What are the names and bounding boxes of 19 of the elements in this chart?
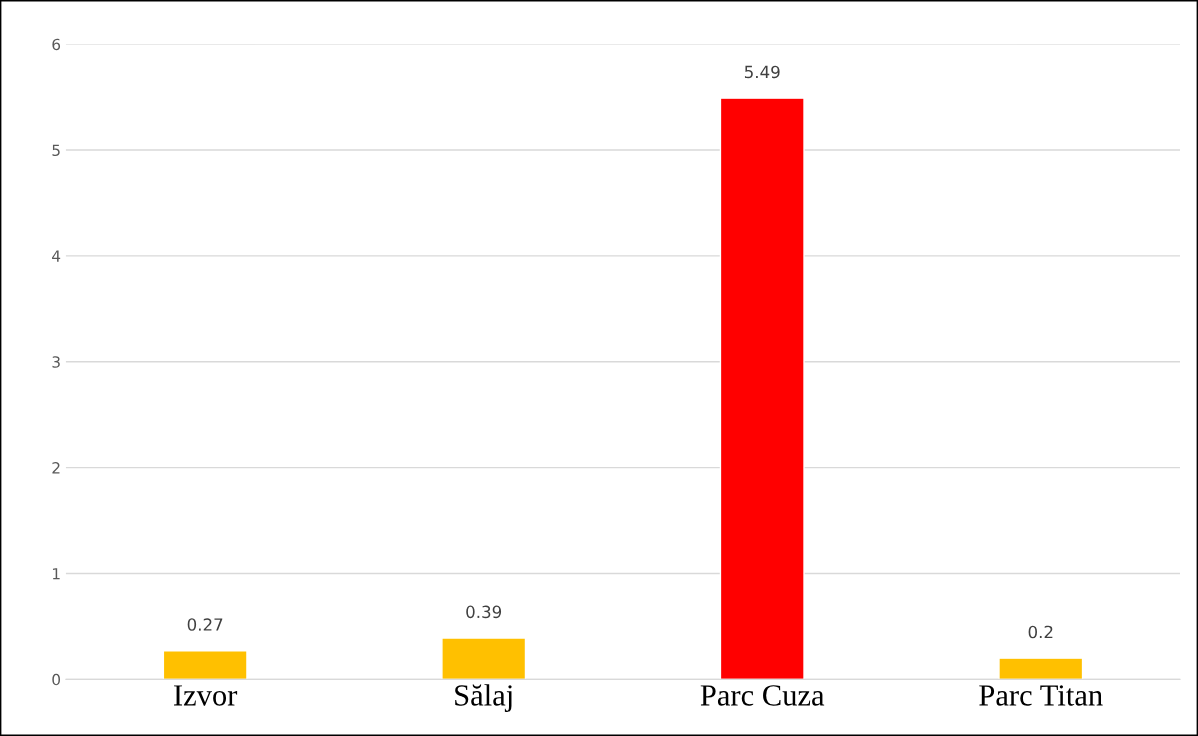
y-tick-label: 3 bbox=[52, 356, 60, 368]
bar bbox=[998, 657, 1084, 680]
y-tick-label: 4 bbox=[52, 250, 61, 262]
x-tick-label: Parc Cuza bbox=[700, 685, 825, 706]
y-tick-label: 1 bbox=[52, 568, 60, 580]
data-label: 5.49 bbox=[744, 65, 780, 79]
y-tick-label: 2 bbox=[52, 462, 60, 474]
x-tick-label: Izvor bbox=[174, 685, 238, 706]
y-tick-label: 6 bbox=[52, 38, 61, 51]
x-tick-label: Parc Titan bbox=[979, 685, 1103, 706]
y-tick-label: 0 bbox=[52, 673, 61, 686]
bar bbox=[162, 650, 248, 680]
data-label: 0.2 bbox=[1028, 625, 1053, 639]
x-tick-label: Sălaj bbox=[455, 684, 512, 712]
y-tick-label: 5 bbox=[52, 144, 60, 157]
data-label: 0.39 bbox=[466, 605, 502, 619]
bar bbox=[719, 97, 805, 680]
data-label: 0.27 bbox=[187, 618, 223, 631]
bar bbox=[441, 637, 527, 680]
